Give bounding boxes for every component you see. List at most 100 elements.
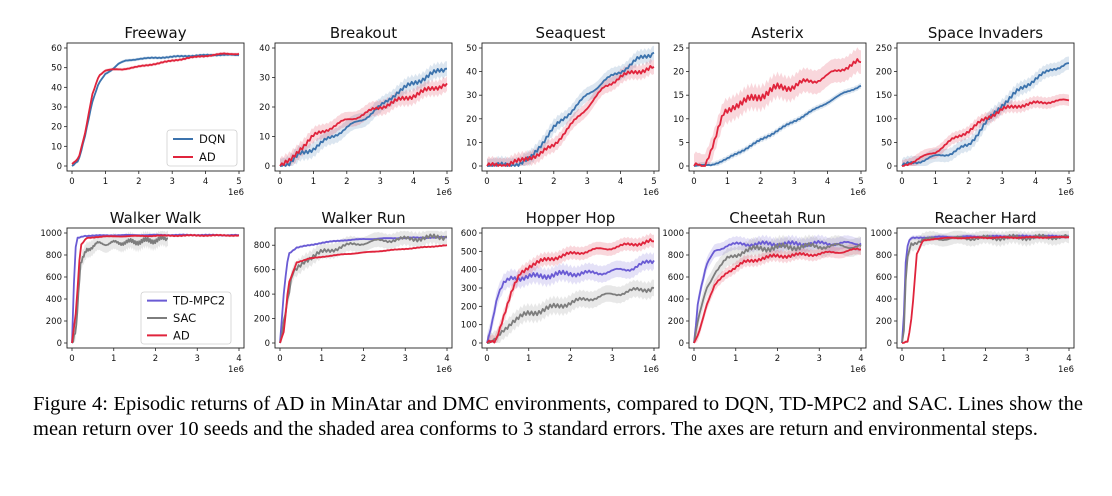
x-tick-label: 2 bbox=[344, 177, 349, 187]
plot-frame bbox=[896, 42, 1075, 172]
legend: TD-MPC2 SAC AD bbox=[140, 291, 232, 345]
line-sac bbox=[487, 286, 655, 344]
y-tick-label: 400 bbox=[668, 295, 684, 305]
x-tick-label: 4 bbox=[825, 177, 830, 187]
y-tick-label: 1000 bbox=[662, 229, 684, 239]
x-tick-label: 3 bbox=[817, 354, 822, 364]
y-tick-label: 250 bbox=[876, 44, 892, 54]
x-tick-label: 2 bbox=[775, 354, 780, 364]
x-scale-label: 1e6 bbox=[850, 365, 866, 375]
band-ad bbox=[694, 47, 861, 167]
line-ad bbox=[486, 238, 654, 344]
y-tick-label: 100 bbox=[461, 321, 477, 331]
y-tick-label: 20 bbox=[466, 115, 477, 125]
x-tick-label: 2 bbox=[551, 177, 556, 187]
line-ad bbox=[279, 244, 448, 344]
x-scale-label: 1e6 bbox=[436, 188, 452, 198]
y-tick-label: 5 bbox=[679, 138, 684, 148]
y-tick-label: 25 bbox=[673, 44, 684, 54]
line-ad bbox=[693, 58, 862, 167]
x-tick-label: 2 bbox=[568, 354, 573, 364]
x-tick-label: 3 bbox=[403, 354, 408, 364]
plot-frame bbox=[481, 42, 660, 172]
y-tick-label: 400 bbox=[254, 290, 270, 300]
line-ad bbox=[71, 233, 240, 344]
y-tick-label: 600 bbox=[461, 229, 477, 239]
x-tick-label: 4 bbox=[651, 354, 656, 364]
panel-title: Walker Run bbox=[321, 209, 405, 227]
x-tick-label: 3 bbox=[584, 177, 589, 187]
y-tick-label: 600 bbox=[876, 273, 892, 283]
x-tick-label: 0 bbox=[899, 177, 904, 187]
line-td-mpc2 bbox=[901, 234, 1070, 344]
x-tick-label: 5 bbox=[858, 177, 863, 187]
y-tick-label: 800 bbox=[254, 241, 270, 251]
x-tick-label: 1 bbox=[319, 354, 324, 364]
x-tick-label: 4 bbox=[203, 177, 208, 187]
x-tick-label: 5 bbox=[444, 177, 449, 187]
x-tick-label: 0 bbox=[484, 354, 489, 364]
y-tick-label: 300 bbox=[461, 284, 477, 294]
x-tick-label: 3 bbox=[1025, 354, 1030, 364]
y-tick-label: 600 bbox=[46, 273, 62, 283]
y-tick-label: 600 bbox=[254, 266, 270, 276]
x-tick-label: 4 bbox=[858, 354, 863, 364]
y-tick-label: 10 bbox=[673, 115, 684, 125]
y-tick-label: 0 bbox=[887, 162, 892, 172]
band-td-mpc2 bbox=[902, 233, 1069, 343]
y-tick-label: 200 bbox=[46, 317, 62, 327]
panel-title: Reacher Hard bbox=[935, 209, 1037, 227]
line-ad bbox=[71, 52, 240, 165]
y-tick-label: 0 bbox=[472, 162, 477, 172]
panel-title: Walker Walk bbox=[110, 209, 202, 227]
y-tick-label: 200 bbox=[876, 317, 892, 327]
panel-title: Cheetah Run bbox=[729, 209, 826, 227]
line-dqn bbox=[280, 67, 448, 167]
x-tick-label: 3 bbox=[791, 177, 796, 187]
y-tick-label: 0 bbox=[57, 339, 62, 349]
x-tick-label: 1 bbox=[733, 354, 738, 364]
x-tick-label: 4 bbox=[1033, 177, 1038, 187]
band-dqn bbox=[487, 45, 654, 166]
x-tick-label: 3 bbox=[999, 177, 1004, 187]
x-tick-label: 1 bbox=[311, 177, 316, 187]
x-tick-label: 1 bbox=[111, 354, 116, 364]
x-tick-label: 3 bbox=[195, 354, 200, 364]
line-ad bbox=[486, 65, 655, 167]
x-scale-label: 1e6 bbox=[228, 188, 244, 198]
y-tick-label: 20 bbox=[51, 123, 62, 133]
x-tick-label: 4 bbox=[1066, 354, 1071, 364]
x-tick-label: 0 bbox=[899, 354, 904, 364]
y-tick-label: 50 bbox=[466, 44, 477, 54]
panel-title: Breakout bbox=[330, 24, 397, 42]
x-tick-label: 3 bbox=[610, 354, 615, 364]
band-sac bbox=[694, 234, 861, 343]
y-tick-label: 200 bbox=[461, 302, 477, 312]
x-tick-label: 2 bbox=[966, 177, 971, 187]
line-dqn bbox=[901, 62, 1070, 167]
y-tick-label: 200 bbox=[254, 315, 270, 325]
x-tick-label: 0 bbox=[691, 354, 696, 364]
figure-caption: Figure 4: Episodic returns of AD in MinA… bbox=[33, 393, 1083, 440]
line-td-mpc2 bbox=[486, 259, 655, 344]
x-tick-label: 4 bbox=[411, 177, 416, 187]
band-sac bbox=[487, 279, 654, 343]
y-tick-label: 20 bbox=[259, 103, 270, 113]
band-ad bbox=[487, 58, 654, 166]
y-tick-label: 400 bbox=[46, 295, 62, 305]
y-tick-label: 10 bbox=[51, 142, 62, 152]
y-tick-label: 0 bbox=[679, 162, 684, 172]
x-tick-label: 3 bbox=[377, 177, 382, 187]
line-sac bbox=[901, 233, 1070, 344]
y-tick-label: 50 bbox=[51, 64, 62, 74]
x-tick-label: 0 bbox=[484, 177, 489, 187]
y-tick-label: 0 bbox=[679, 339, 684, 349]
x-scale-label: 1e6 bbox=[643, 188, 659, 198]
x-scale-label: 1e6 bbox=[1058, 188, 1074, 198]
